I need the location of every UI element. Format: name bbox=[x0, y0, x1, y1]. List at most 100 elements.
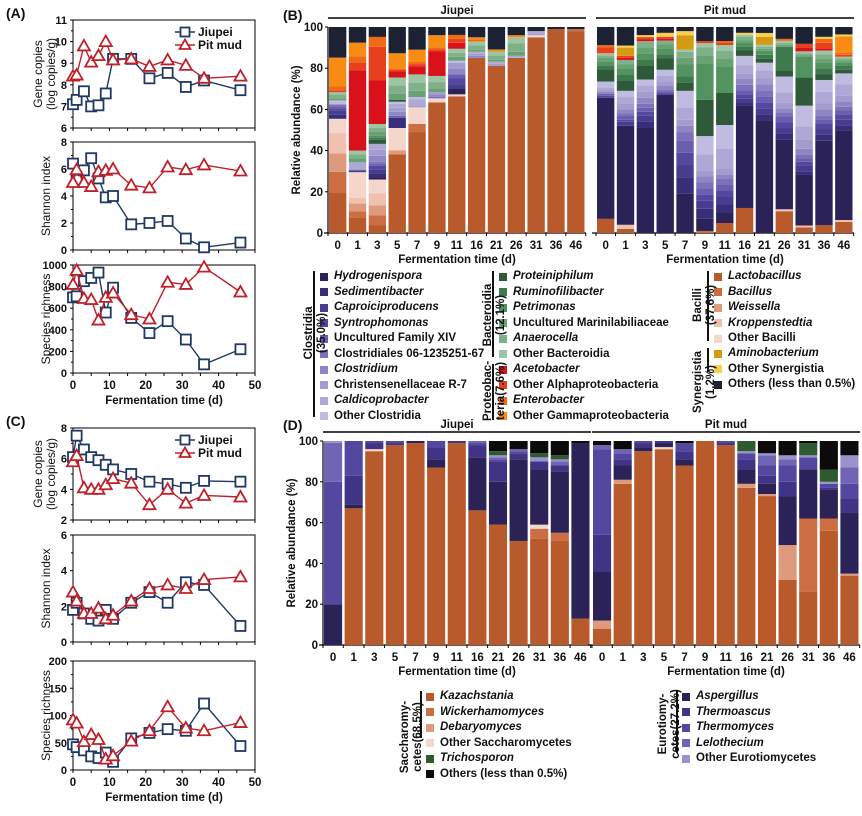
data-point-jiupei bbox=[198, 474, 210, 487]
legend-item: Christensenellaceae R-7 bbox=[320, 378, 484, 394]
bar-segment-other-synergistia bbox=[676, 31, 694, 36]
legend-swatch bbox=[682, 692, 690, 701]
x-tick-label: 3 bbox=[642, 240, 648, 252]
bar-segment-uncultured-marinilabiliaceae bbox=[775, 44, 793, 47]
bar-segment-hydrogenispora bbox=[448, 88, 466, 95]
legend-marker-triangle bbox=[177, 445, 193, 458]
data-point-pit-mud bbox=[160, 481, 176, 495]
bar-segment-others-less-than-0-5- bbox=[716, 27, 734, 41]
legend-group: Acetobacter Other Alphaproteobacteria Ente… bbox=[499, 362, 669, 424]
legend-label: Caldicoprobacter bbox=[334, 394, 429, 406]
data-point-pit-mud bbox=[69, 262, 85, 276]
bar-segment-thermomyces bbox=[324, 481, 343, 605]
bar-segment-other-gammaproteobacteria bbox=[428, 35, 446, 48]
bar-segment-anaerocella bbox=[755, 46, 774, 49]
y-tick-label: 80 bbox=[310, 63, 323, 75]
x-axis-label: Fermentation time (d) bbox=[105, 395, 223, 407]
bar-segment-others-less-than-0-5- bbox=[388, 27, 406, 54]
bar-segment-syntrophomonas bbox=[329, 108, 347, 111]
bar-segment-aspergillus bbox=[427, 459, 446, 468]
bar-segment-anaerocella bbox=[676, 51, 694, 58]
bar-segment-other-eurotiomycetes bbox=[488, 455, 508, 458]
legend-class-label: Clostridia (35.0%) bbox=[303, 306, 328, 360]
bar-segment-christensenellaceae-r-7 bbox=[795, 139, 813, 149]
bar-segment-other-eurotiomycetes bbox=[324, 441, 343, 444]
legend-label: Other Synergistia bbox=[728, 362, 824, 375]
bar-segment-anaerocella bbox=[329, 94, 347, 99]
bar-segment-clostridium bbox=[467, 55, 486, 58]
bar-segment-anaerocella bbox=[735, 36, 754, 41]
bar-segment-proteiniphilum bbox=[676, 82, 694, 91]
legend-bracket bbox=[676, 691, 678, 753]
legend-item: Clostridium bbox=[320, 362, 484, 378]
bar-segment-enterobacter bbox=[716, 41, 734, 43]
bar-segment-proteiniphilum bbox=[388, 99, 406, 102]
bar-segment-syntrophomonas bbox=[835, 114, 853, 120]
bar-segment-clostridiales-06-1235251-67 bbox=[775, 112, 793, 117]
data-point-jiupei bbox=[198, 697, 210, 710]
legend-label: Others (less than 0.5%) bbox=[440, 767, 568, 780]
data-point-jiupei bbox=[179, 481, 192, 494]
bar-segment-clostridiales-06-1235251-67 bbox=[755, 90, 774, 97]
bar-segment-acetobacter bbox=[636, 39, 655, 42]
legend-swatch bbox=[499, 381, 507, 390]
bar-segment-sedimentibacter bbox=[368, 173, 387, 178]
bar-segment-bacillus bbox=[696, 230, 714, 233]
data-point-pit-mud bbox=[98, 33, 114, 47]
legend-swatch bbox=[499, 396, 507, 405]
bar-segment-caldicoprobacter bbox=[676, 107, 694, 120]
bar-segment-caldicoprobacter bbox=[735, 65, 754, 74]
legend-label: Other Alphaproteobacteria bbox=[513, 378, 659, 391]
y-tick-label: 40 bbox=[305, 558, 318, 570]
bar-segment-caproiciproducens bbox=[368, 169, 387, 174]
bar-segment-uncultured-family-xiv bbox=[329, 106, 347, 109]
legend-swatch bbox=[499, 288, 507, 297]
bar-segment-kazachstania bbox=[716, 445, 735, 645]
x-tick-label: 26 bbox=[778, 240, 791, 252]
legend-label: Bacillus bbox=[728, 285, 773, 298]
legend-swatch bbox=[320, 412, 328, 421]
legend-swatch bbox=[426, 708, 434, 717]
bar-segment-christensenellaceae-r-7 bbox=[368, 149, 387, 156]
bar-segment-weissella bbox=[348, 203, 367, 212]
bar-segment-proteiniphilum bbox=[795, 77, 813, 106]
bar-segment-thermomyces bbox=[737, 453, 756, 460]
bar-segment-kazachstania bbox=[550, 540, 569, 645]
y-tick-label: 8 bbox=[61, 80, 67, 92]
bar-segment-anaerocella bbox=[428, 82, 446, 89]
legend-class-label: Synergistia (1.2%) bbox=[692, 351, 717, 413]
data-point-jiupei bbox=[179, 81, 192, 93]
bar-segment-clostridiales-06-1235251-67 bbox=[428, 96, 446, 99]
bar-segment-lactobacillus bbox=[428, 102, 446, 233]
bar-segment-hydrogenispora bbox=[616, 125, 635, 225]
data-point-pit-mud bbox=[69, 715, 85, 729]
bar-segment-lelothecium bbox=[840, 467, 859, 484]
bar-segment-sedimentibacter bbox=[755, 114, 774, 121]
data-point-jiupei bbox=[198, 358, 210, 371]
data-point-jiupei bbox=[92, 266, 105, 279]
bar-segment-lactobacillus bbox=[329, 192, 347, 233]
bar-segment-uncultured-family-xiv bbox=[735, 90, 754, 95]
bar-segment-other-eurotiomycetes bbox=[757, 453, 777, 456]
bar-segment-uncultured-marinilabiliaceae bbox=[467, 49, 486, 52]
bar-segment-clostridium bbox=[388, 111, 406, 116]
bar-segment-lelothecium bbox=[613, 449, 632, 454]
data-point-pit-mud bbox=[141, 580, 157, 594]
bar-segment-other-bacilli bbox=[408, 107, 426, 124]
data-point-pit-mud bbox=[105, 607, 121, 621]
x-tick-label: 31 bbox=[798, 240, 811, 252]
legend-swatch bbox=[682, 723, 690, 732]
data-point-pit-mud bbox=[90, 47, 107, 62]
data-point-pit-mud bbox=[232, 714, 248, 728]
x-tick-label: 46 bbox=[837, 240, 850, 252]
bar-segment-christensenellaceae-r-7 bbox=[467, 53, 486, 56]
x-tick-label: 21 bbox=[490, 240, 503, 252]
data-point-pit-mud bbox=[123, 475, 139, 489]
legend-swatch bbox=[426, 692, 434, 701]
bar-segment-aminobacterium bbox=[616, 47, 635, 56]
bar-segment-thermomyces bbox=[634, 441, 653, 444]
legend-swatch bbox=[714, 334, 722, 343]
